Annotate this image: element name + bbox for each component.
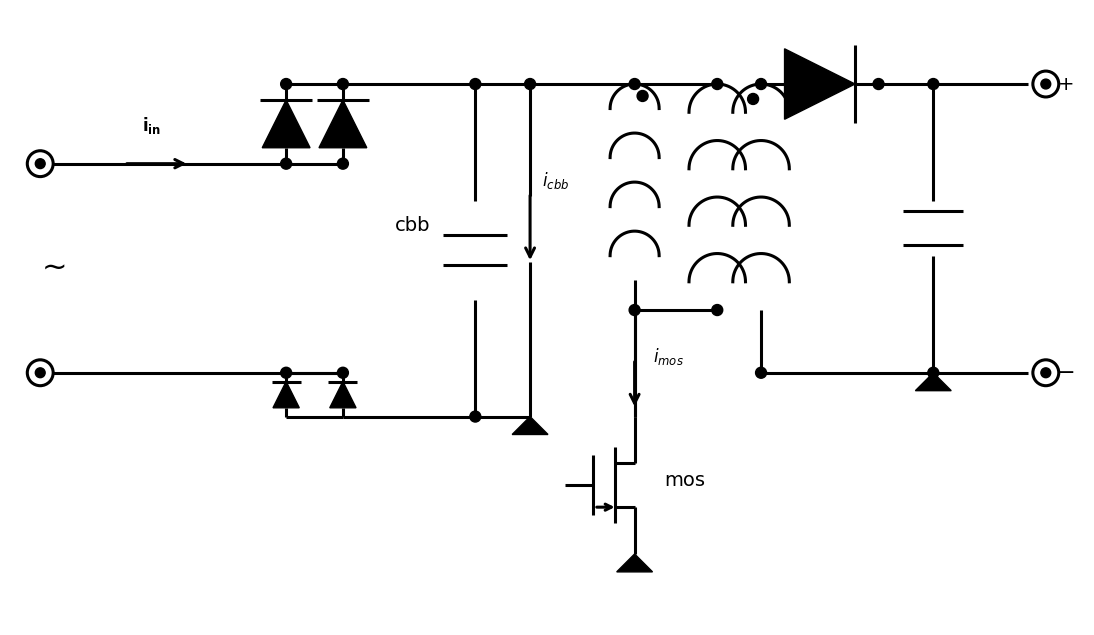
Circle shape xyxy=(928,367,939,378)
Circle shape xyxy=(337,79,348,90)
Circle shape xyxy=(629,305,640,316)
Circle shape xyxy=(756,367,767,378)
Polygon shape xyxy=(512,417,548,434)
Circle shape xyxy=(873,79,884,90)
Text: mos: mos xyxy=(664,471,706,490)
Polygon shape xyxy=(329,382,356,408)
Circle shape xyxy=(712,79,723,90)
Polygon shape xyxy=(274,382,300,408)
Circle shape xyxy=(525,79,536,90)
Text: −: − xyxy=(1057,363,1075,383)
Circle shape xyxy=(337,158,348,169)
Text: $\mathbf{i_{in}}$: $\mathbf{i_{in}}$ xyxy=(142,115,161,136)
Polygon shape xyxy=(784,49,856,119)
Circle shape xyxy=(928,79,939,90)
Text: $i_{cbb}$: $i_{cbb}$ xyxy=(542,170,569,191)
Circle shape xyxy=(469,411,480,422)
Circle shape xyxy=(756,79,767,90)
Circle shape xyxy=(637,91,648,102)
Polygon shape xyxy=(319,100,366,148)
Circle shape xyxy=(35,368,45,378)
Text: cbb: cbb xyxy=(395,216,431,235)
Polygon shape xyxy=(617,554,652,572)
Text: ~: ~ xyxy=(42,254,67,283)
Circle shape xyxy=(747,93,758,104)
Text: +: + xyxy=(1058,74,1074,93)
Circle shape xyxy=(629,79,640,90)
Circle shape xyxy=(281,79,292,90)
Circle shape xyxy=(712,305,723,316)
Circle shape xyxy=(1040,79,1050,89)
Circle shape xyxy=(281,367,292,378)
Polygon shape xyxy=(263,100,310,148)
Polygon shape xyxy=(916,373,951,391)
Text: $i_{mos}$: $i_{mos}$ xyxy=(652,346,684,367)
Circle shape xyxy=(337,367,348,378)
Circle shape xyxy=(469,79,480,90)
Circle shape xyxy=(35,159,45,169)
Circle shape xyxy=(1040,368,1050,378)
Circle shape xyxy=(281,158,292,169)
